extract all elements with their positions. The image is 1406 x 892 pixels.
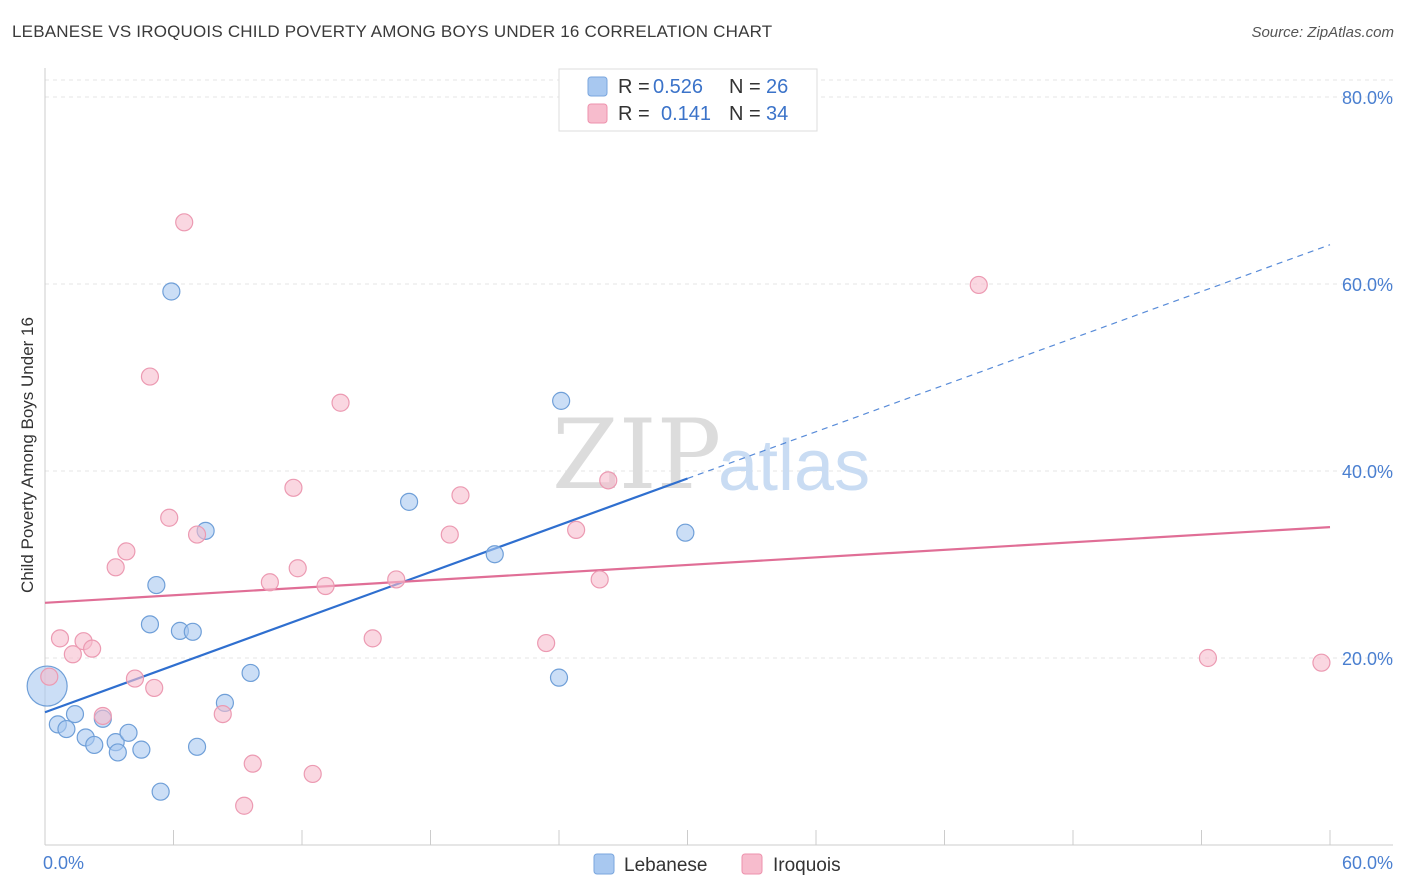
point-iroquois-33 [1312,653,1331,672]
point-lebanese-11 [140,615,160,634]
bottom-legend-label-lebanese: Lebanese [624,855,707,876]
point-iroquois-15 [235,796,254,815]
point-iroquois-32 [1198,648,1218,668]
point-iroquois-0 [40,667,59,686]
y-tick-label-3: 80.0% [1342,88,1393,108]
point-lebanese-12 [147,575,166,595]
point-iroquois-21 [316,576,335,596]
point-iroquois-27 [537,633,556,653]
watermark-zip-text: ZIP [552,399,721,511]
point-iroquois-29 [590,570,609,589]
legend-n-label-iroquois: N = [729,103,761,125]
point-lebanese-25 [676,523,695,542]
point-lebanese-22 [485,545,504,564]
point-iroquois-9 [140,367,160,386]
point-iroquois-13 [187,525,207,544]
point-iroquois-31 [969,275,988,295]
point-lebanese-5 [85,735,104,755]
bottom-legend-label-iroquois: Iroquois [773,855,841,876]
data-points [26,213,1331,815]
legend-swatch-lebanese [587,76,608,97]
x-tick-label-1: 60.0% [1342,853,1393,873]
point-lebanese-8 [108,743,127,762]
point-iroquois-8 [125,669,145,688]
legend-r-value-lebanese: 0.526 [653,76,703,98]
point-iroquois-4 [83,639,102,658]
legend-swatch-iroquois [587,103,608,124]
point-iroquois-1 [50,629,70,648]
point-lebanese-3 [65,704,85,724]
point-iroquois-19 [288,559,307,578]
point-lebanese-10 [132,740,151,759]
point-iroquois-22 [331,393,350,412]
watermark: ZIP atlas [552,399,870,511]
x-tick-label-0: 0.0% [43,853,84,873]
point-lebanese-13 [151,782,170,801]
axes [44,68,1393,846]
legend: R = 0.526 N = 26 R = 0.141 N = 34 [558,68,818,132]
point-iroquois-28 [567,520,586,540]
point-iroquois-14 [213,704,232,724]
y-tick-labels: 20.0% 40.0% 60.0% 80.0% [1342,88,1393,669]
point-iroquois-23 [363,629,382,648]
point-lebanese-21 [399,492,419,511]
point-iroquois-26 [451,486,470,505]
legend-r-label-lebanese: R = [618,76,650,98]
point-lebanese-24 [552,391,571,410]
legend-r-label-iroquois: R = [618,103,650,125]
bottom-legend-swatch-lebanese [593,853,615,875]
point-lebanese-9 [119,723,138,742]
point-iroquois-12 [175,213,194,232]
point-lebanese-14 [162,282,181,301]
legend-r-value-iroquois: 0.141 [661,103,711,125]
y-tick-label-1: 40.0% [1342,462,1393,482]
watermark-atlas-text: atlas [718,426,870,506]
trend-lines [44,244,1331,714]
point-iroquois-18 [284,478,303,497]
point-lebanese-16 [183,622,202,641]
point-lebanese-2 [57,719,76,739]
chart-title: LEBANESE VS IROQUOIS CHILD POVERTY AMONG… [12,22,773,41]
point-iroquois-16 [243,754,262,773]
point-iroquois-6 [106,558,125,577]
point-iroquois-20 [303,764,322,784]
point-iroquois-17 [260,573,279,592]
y-tick-label-2: 60.0% [1342,275,1393,295]
point-lebanese-17 [187,737,207,756]
trend-line-lebanese [44,477,688,714]
y-tick-label-0: 20.0% [1342,649,1393,669]
bottom-legend-swatch-iroquois [741,853,763,875]
point-iroquois-2 [63,645,82,664]
point-iroquois-30 [599,471,618,490]
trend-line-extension-lebanese [687,244,1331,480]
point-iroquois-7 [117,542,136,561]
point-lebanese-20 [241,663,260,683]
point-iroquois-24 [387,570,406,589]
trend-line-iroquois [44,526,1331,604]
point-iroquois-25 [440,525,459,544]
x-tick-labels: 0.0% 60.0% [43,853,1393,873]
point-iroquois-5 [93,706,112,726]
bottom-legend: Lebanese Iroquois [593,853,841,876]
point-lebanese-23 [549,668,569,687]
legend-n-label-lebanese: N = [729,76,761,98]
legend-n-value-lebanese: 26 [766,76,788,98]
legend-n-value-iroquois: 34 [766,103,788,125]
point-iroquois-10 [145,678,164,698]
source-label: Source: ZipAtlas.com [1251,24,1394,41]
gridlines [45,79,1393,659]
point-iroquois-11 [160,508,179,527]
